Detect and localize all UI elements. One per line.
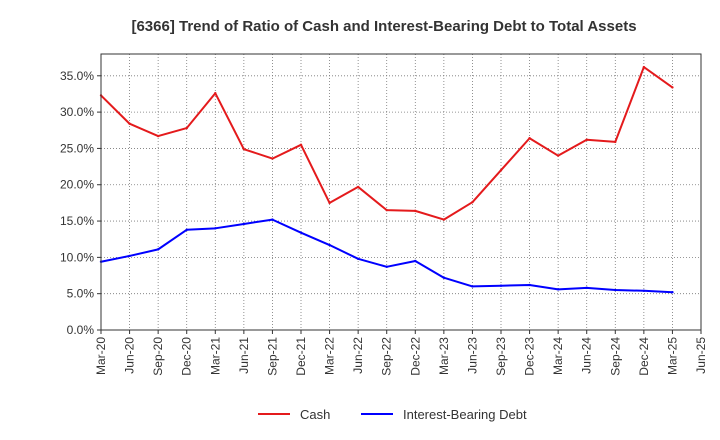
- data-point-cash: [385, 208, 388, 212]
- y-tick-label: 35.0%: [60, 69, 94, 83]
- data-point-cash: [499, 169, 503, 172]
- y-tick-label: 0.0%: [67, 323, 95, 337]
- data-point-interest-bearing-debt: [528, 283, 531, 287]
- data-point-interest-bearing-debt: [156, 248, 160, 251]
- x-tick-label: Jun-22: [351, 337, 365, 374]
- data-point-interest-bearing-debt: [585, 286, 588, 290]
- data-point-interest-bearing-debt: [385, 265, 388, 269]
- data-point-cash: [585, 138, 588, 141]
- data-point-cash: [528, 137, 531, 140]
- data-point-cash: [356, 185, 360, 189]
- x-tick-label: Dec-21: [294, 337, 308, 376]
- data-point-interest-bearing-debt: [271, 218, 274, 221]
- y-tick-label: 5.0%: [67, 287, 95, 301]
- data-point-interest-bearing-debt: [499, 284, 503, 287]
- data-point-cash: [414, 209, 417, 213]
- data-point-interest-bearing-debt: [556, 288, 560, 291]
- x-tick-label: Jun-21: [237, 337, 251, 374]
- data-point-cash: [328, 201, 331, 205]
- x-tick-label: Jun-25: [694, 337, 708, 374]
- x-tick-label: Sep-23: [494, 337, 508, 376]
- legend-label-debt: Interest-Bearing Debt: [403, 407, 527, 422]
- data-point-interest-bearing-debt: [128, 254, 131, 258]
- y-axis: 0.0% 5.0% 10.0% 15.0% 20.0% 25.0% 30.0% 35.0%: [60, 69, 101, 337]
- x-axis: Mar-20 Jun-20 Sep-20 Dec-20 Mar-21 Jun-21 Sep-…: [94, 330, 708, 376]
- y-tick-label: 25.0%: [60, 141, 94, 155]
- x-tick-label: Sep-24: [608, 337, 622, 376]
- chart-title: [6366] Trend of Ratio of Cash and Intere…: [131, 18, 636, 35]
- data-point-cash: [556, 154, 560, 157]
- data-point-cash: [642, 65, 646, 69]
- data-point-cash: [242, 147, 246, 151]
- data-point-interest-bearing-debt: [614, 288, 617, 292]
- x-tick-label: Mar-21: [208, 337, 222, 375]
- y-tick-label: 10.0%: [60, 250, 94, 264]
- x-tick-label: Mar-23: [437, 337, 451, 375]
- data-point-cash: [671, 86, 674, 89]
- x-tick-label: Mar-25: [665, 337, 679, 375]
- x-tick-label: Sep-21: [265, 337, 279, 376]
- data-point-cash: [185, 126, 188, 130]
- data-point-interest-bearing-debt: [442, 276, 446, 279]
- x-tick-label: Sep-22: [380, 337, 394, 376]
- x-tick-label: Jun-24: [580, 337, 594, 374]
- data-point-interest-bearing-debt: [642, 289, 646, 292]
- grid: [101, 54, 701, 330]
- y-tick-label: 20.0%: [60, 178, 94, 192]
- data-point-cash: [442, 218, 446, 221]
- x-tick-label: Jun-23: [465, 337, 479, 374]
- x-tick-label: Dec-22: [408, 337, 422, 376]
- legend: Cash Interest-Bearing Debt: [258, 407, 527, 422]
- data-point-interest-bearing-debt: [414, 259, 417, 263]
- x-tick-label: Mar-22: [323, 337, 337, 375]
- y-tick-label: 30.0%: [60, 105, 94, 119]
- data-point-interest-bearing-debt: [299, 231, 303, 234]
- plot-frame: [100, 53, 702, 331]
- x-tick-label: Sep-20: [151, 337, 165, 376]
- data-point-cash: [156, 134, 160, 138]
- data-point-interest-bearing-debt: [214, 227, 217, 230]
- x-tick-label: Dec-24: [637, 337, 651, 376]
- data-point-interest-bearing-debt: [671, 291, 674, 294]
- x-tick-label: Mar-20: [94, 337, 108, 375]
- data-point-cash: [614, 140, 617, 144]
- data-point-cash: [271, 157, 274, 160]
- data-point-cash: [299, 143, 303, 146]
- legend-label-cash: Cash: [300, 407, 330, 422]
- x-tick-label: Dec-23: [523, 337, 537, 376]
- data-point-cash: [214, 92, 217, 95]
- x-tick-label: Jun-20: [123, 337, 137, 374]
- series-line-cash: [100, 66, 674, 221]
- data-point-cash: [471, 200, 474, 204]
- data-point-interest-bearing-debt: [242, 222, 246, 226]
- data-point-interest-bearing-debt: [185, 228, 188, 231]
- data-point-interest-bearing-debt: [471, 285, 474, 288]
- x-tick-label: Mar-24: [551, 337, 565, 375]
- y-tick-label: 15.0%: [60, 214, 94, 228]
- series-layer: [99, 65, 674, 294]
- x-tick-label: Dec-20: [180, 337, 194, 376]
- data-point-interest-bearing-debt: [356, 257, 360, 261]
- data-point-cash: [128, 122, 131, 125]
- data-point-interest-bearing-debt: [328, 243, 331, 247]
